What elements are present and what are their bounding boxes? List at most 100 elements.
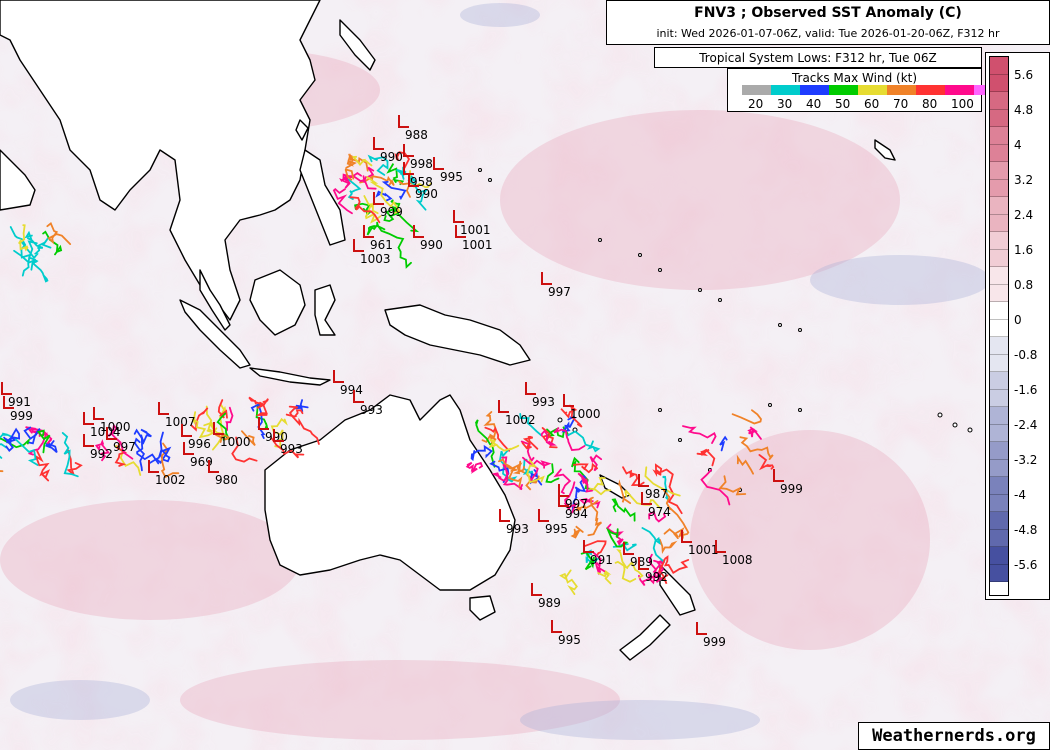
wind-swatch	[858, 85, 887, 95]
storm-track	[648, 510, 667, 523]
colorbar-step	[990, 127, 1008, 145]
low-symbol	[525, 382, 536, 395]
new-zealand-south	[619, 614, 671, 661]
low-marker: 988	[398, 115, 428, 142]
low-symbol	[373, 192, 384, 205]
storm-track	[20, 237, 52, 260]
storm-track	[351, 155, 373, 167]
low-symbol	[373, 137, 384, 150]
low-symbol	[3, 396, 14, 409]
colorbar-step	[990, 232, 1008, 250]
new-zealand-north	[659, 564, 696, 616]
storm-track	[583, 540, 607, 557]
colorbar-tick: 3.2	[1014, 173, 1034, 187]
low-pressure-label: 980	[215, 473, 238, 487]
storm-track	[718, 475, 747, 496]
low-pressure-label: 1001	[460, 223, 491, 237]
storm-track	[332, 188, 353, 215]
low-symbol	[638, 474, 649, 487]
wind-legend-label: 80	[922, 97, 938, 111]
storm-track	[344, 168, 355, 181]
colorbar-step	[990, 564, 1008, 582]
credit-label: Weathernerds.org	[858, 722, 1050, 750]
low-marker: 1007	[158, 402, 196, 429]
low-pressure-label: 990	[420, 238, 443, 252]
low-symbol	[715, 540, 726, 553]
storm-track	[589, 476, 612, 496]
low-symbol	[551, 620, 562, 633]
low-pressure-label: 990	[415, 187, 438, 201]
storm-track	[255, 404, 269, 430]
asia-landmass	[0, 0, 321, 321]
low-pressure-label: 994	[565, 507, 588, 521]
low-symbol	[773, 469, 784, 482]
colorbar-step	[990, 302, 1008, 320]
cool-anomalies	[10, 3, 990, 740]
low-symbol	[531, 583, 542, 596]
storm-track	[0, 437, 31, 449]
low-marker: 989	[623, 542, 653, 569]
colorbar-step	[990, 249, 1008, 267]
tasmania	[469, 595, 496, 621]
low-pressure-label: 995	[440, 170, 463, 184]
storm-track	[231, 436, 258, 463]
colorbar-tick: 4.8	[1014, 103, 1034, 117]
colorbar-tick: 5.6	[1014, 68, 1034, 82]
storm-track	[46, 221, 72, 245]
storm-track	[214, 432, 232, 443]
low-symbol	[453, 210, 464, 223]
low-pressure-label: 969	[190, 455, 213, 469]
colorbar-tick: 0.8	[1014, 278, 1034, 292]
low-marker: 994	[333, 370, 363, 397]
storm-track	[364, 205, 382, 224]
storm-track	[658, 558, 669, 585]
low-marker: 991	[583, 540, 613, 567]
low-pressure-label: 989	[538, 596, 561, 610]
colorbar-step	[990, 407, 1008, 425]
low-marker: 999	[3, 396, 33, 423]
storm-track	[573, 462, 598, 474]
australia	[264, 394, 516, 591]
low-marker: 990	[408, 174, 438, 201]
low-symbol	[583, 540, 594, 553]
low-pressure-label: 999	[380, 205, 403, 219]
taiwan	[295, 119, 309, 141]
colorbar-step	[990, 92, 1008, 110]
low-pressure-label: 995	[558, 633, 581, 647]
low-symbol	[148, 460, 159, 473]
storm-track	[133, 428, 160, 465]
storm-track	[580, 551, 595, 571]
storm-track	[553, 427, 586, 451]
storm-track	[540, 429, 557, 446]
hawaii	[874, 139, 896, 161]
low-marker: 1000	[563, 394, 601, 421]
wind-legend-labels: 20 30 40 50 60 70 80 100	[748, 97, 980, 111]
storm-track	[522, 456, 552, 469]
storm-track	[644, 466, 681, 497]
low-marker: 993	[353, 390, 383, 417]
wind-legend-label: 40	[806, 97, 822, 111]
low-symbol	[208, 460, 219, 473]
wind-swatch	[916, 85, 945, 95]
low-pressure-label: 1001	[462, 238, 493, 252]
low-pressure-label: 999	[10, 409, 33, 423]
low-marker: 999	[696, 622, 726, 649]
colorbar-tick: -2.4	[1014, 418, 1038, 432]
colorbar-tick: -5.6	[1014, 558, 1038, 572]
low-marker: 961	[363, 225, 393, 252]
low-marker: 1001	[453, 210, 491, 237]
low-marker: 1001	[455, 225, 493, 252]
wind-swatch	[800, 85, 829, 95]
low-symbol	[363, 225, 374, 238]
storm-track	[250, 403, 266, 439]
storm-track	[577, 472, 593, 493]
storm-track	[42, 230, 63, 256]
storm-track	[571, 475, 587, 511]
storm-track	[605, 523, 625, 548]
low-marker: 994	[558, 494, 588, 521]
storm-track	[465, 461, 484, 474]
low-symbol	[181, 424, 192, 437]
low-pressure-label: 999	[780, 482, 803, 496]
low-pressure-label: 991	[8, 395, 31, 409]
low-pressure-label: 1001	[688, 543, 719, 557]
